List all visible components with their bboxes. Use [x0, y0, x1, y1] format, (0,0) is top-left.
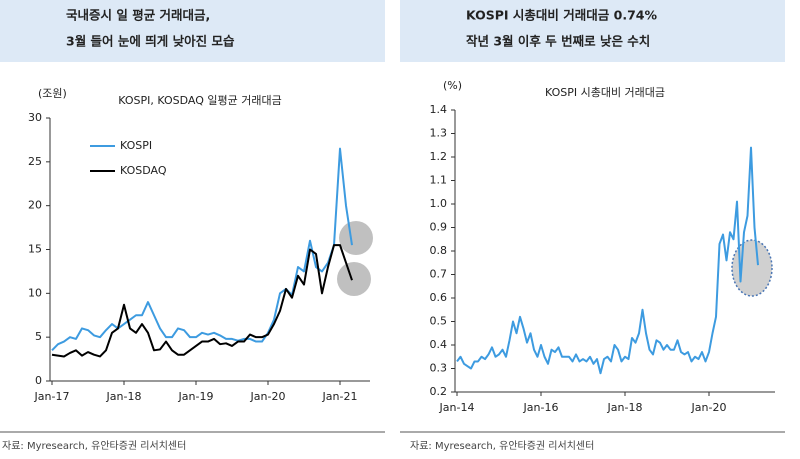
y-unit: (조원): [38, 87, 67, 100]
y-tick-label: 1.1: [430, 174, 448, 187]
data-line: [51, 244, 353, 358]
x-tick-label: Jan-14: [439, 401, 475, 414]
highlight: [337, 262, 371, 296]
legend-label: KOSPI: [120, 139, 152, 152]
y-tick-label: 1.3: [430, 127, 448, 140]
y-tick-label: 1.4: [430, 103, 448, 116]
y-tick-label: 30: [28, 111, 42, 124]
x-tick-label: Jan-20: [250, 390, 286, 403]
legend-label: KOSDAQ: [120, 164, 167, 177]
x-tick-label: Jan-17: [34, 390, 70, 403]
x-tick-label: Jan-18: [607, 401, 643, 414]
source: 자료: Myresearch, 유안타증권 리서치센터: [2, 440, 186, 452]
x-tick-label: Jan-16: [523, 401, 559, 414]
highlight: [339, 221, 373, 255]
x-tick-label: Jan-20: [691, 401, 727, 414]
x-tick-label: Jan-21: [322, 390, 358, 403]
y-tick-label: 20: [28, 199, 42, 212]
chart-title: KOSPI, KOSDAQ 일평균 거래대금: [118, 93, 281, 107]
y-unit: (%): [443, 79, 462, 92]
y-tick-label: 0.4: [430, 338, 448, 351]
y-tick-label: 0.9: [430, 221, 448, 234]
chart-title: KOSPI 시총대비 거래대금: [545, 86, 665, 99]
header-box: [400, 0, 785, 62]
header-line: KOSPI 시총대비 거래대금 0.74%: [466, 8, 657, 23]
y-tick-label: 5: [35, 330, 42, 343]
header-line: 국내증시 일 평균 거래대금,: [66, 8, 210, 23]
data-line: [51, 147, 353, 352]
y-tick-label: 1.2: [430, 150, 448, 163]
y-tick-label: 0.3: [430, 362, 448, 375]
x-tick-label: Jan-19: [178, 390, 214, 403]
header-line: 작년 3월 이후 두 번째로 낮은 수치: [466, 34, 650, 49]
x-tick-label: Jan-18: [106, 390, 142, 403]
data-line: [456, 146, 759, 375]
y-tick-label: 0.8: [430, 244, 448, 257]
y-tick-label: 0.2: [430, 385, 448, 398]
source: 자료: Myresearch, 유안타증권 리서치센터: [410, 440, 594, 452]
y-tick-label: 0.6: [430, 291, 448, 304]
y-tick-label: 10: [28, 286, 42, 299]
y-tick-label: 0.7: [430, 268, 448, 281]
highlight: [731, 239, 773, 297]
y-tick-label: 25: [28, 155, 42, 168]
y-tick-label: 15: [28, 243, 42, 256]
y-tick-label: 0.5: [430, 315, 448, 328]
y-tick-label: 1.0: [430, 197, 448, 210]
header-line: 3월 들어 눈에 띄게 낮아진 모습: [66, 34, 235, 49]
header-box: [0, 0, 385, 62]
y-tick-label: 0: [35, 374, 42, 387]
